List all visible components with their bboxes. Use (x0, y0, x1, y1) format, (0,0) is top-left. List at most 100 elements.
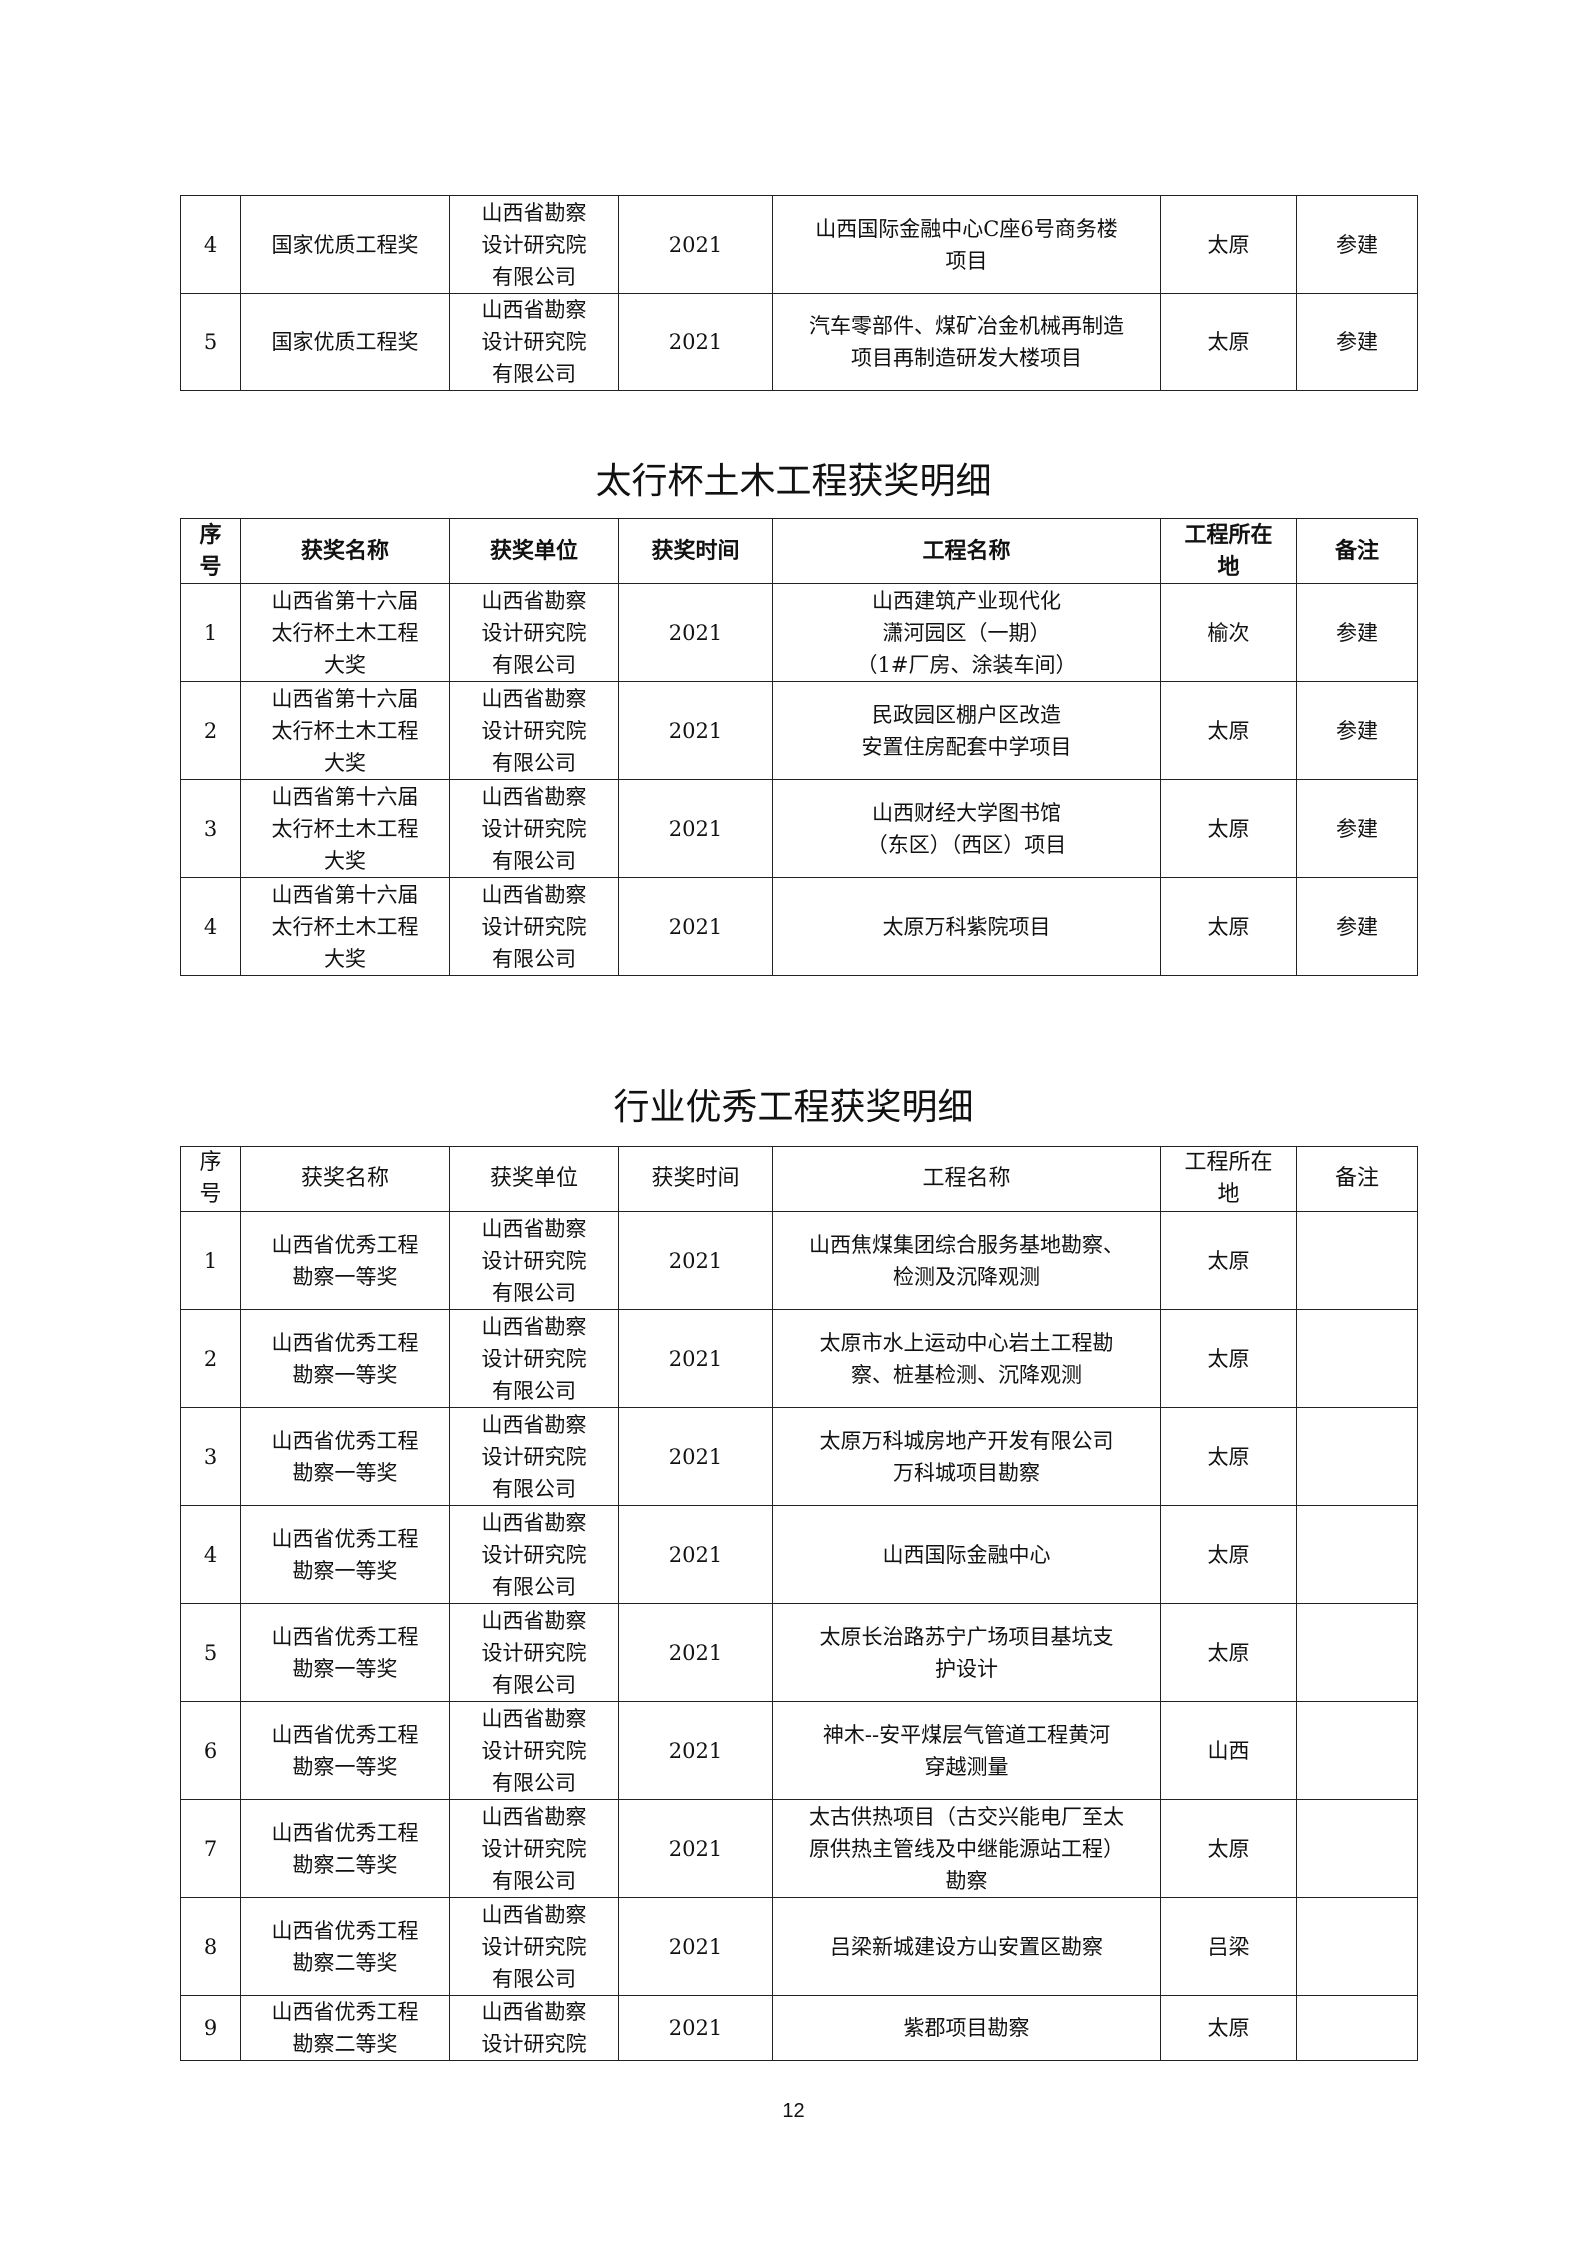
cell-award-unit: 山西省勘察 设计研究院 有限公司 (449, 583, 619, 682)
cell-project-name: 太原万科城房地产开发有限公司 万科城项目勘察 (772, 1407, 1161, 1506)
column-header-award-year: 获奖时间 (618, 1146, 773, 1212)
cell-seq: 8 (180, 1897, 241, 1996)
cell-location: 太原 (1160, 195, 1297, 294)
cell-remark: 参建 (1296, 877, 1418, 976)
column-header-seq: 序 号 (180, 1146, 241, 1212)
cell-remark: 参建 (1296, 583, 1418, 682)
column-header-location: 工程所在 地 (1160, 518, 1297, 584)
table-row: 8 山西省优秀工程 勘察二等奖 山西省勘察 设计研究院 有限公司 2021 吕梁新城建设… (180, 1897, 1418, 1996)
column-header-award-name: 获奖名称 (240, 1146, 450, 1212)
cell-seq: 3 (180, 779, 241, 878)
column-header-award-unit: 获奖单位 (449, 1146, 619, 1212)
column-header-seq: 序 号 (180, 518, 241, 584)
page-number: 12 (782, 2100, 805, 2122)
cell-award-name: 山西省优秀工程 勘察一等奖 (240, 1701, 450, 1800)
cell-award-unit: 山西省勘察 设计研究院 有限公司 (449, 1603, 619, 1702)
cell-seq: 5 (180, 293, 241, 391)
cell-project-name: 神木--安平煤层气管道工程黄河 穿越测量 (772, 1701, 1161, 1800)
cell-location: 太原 (1160, 1995, 1297, 2061)
cell-project-name: 太原长治路苏宁广场项目基坑支 护设计 (772, 1603, 1161, 1702)
cell-project-name: 山西国际金融中心C座6号商务楼 项目 (772, 195, 1161, 294)
cell-remark (1296, 1505, 1418, 1604)
cell-award-year: 2021 (618, 1799, 773, 1898)
cell-remark (1296, 1603, 1418, 1702)
table-row: 2 山西省优秀工程 勘察一等奖 山西省勘察 设计研究院 有限公司 2021 太原市水上运… (180, 1309, 1418, 1408)
cell-seq: 7 (180, 1799, 241, 1898)
cell-award-name: 山西省优秀工程 勘察一等奖 (240, 1505, 450, 1604)
cell-remark (1296, 1407, 1418, 1506)
cell-award-year: 2021 (618, 779, 773, 878)
cell-award-unit: 山西省勘察 设计研究院 有限公司 (449, 1309, 619, 1408)
cell-award-name: 山西省第十六届 太行杯土木工程 大奖 (240, 877, 450, 976)
cell-award-name: 山西省优秀工程 勘察二等奖 (240, 1995, 450, 2061)
cell-remark (1296, 1995, 1418, 2061)
cell-remark: 参建 (1296, 681, 1418, 780)
cell-remark (1296, 1701, 1418, 1800)
table-row: 4 国家优质工程奖 山西省勘察 设计研究院 有限公司 2021 山西国际金融中心C座6号… (180, 195, 1418, 294)
cell-remark (1296, 1897, 1418, 1996)
cell-award-name: 山西省第十六届 太行杯土木工程 大奖 (240, 583, 450, 682)
table-row: 9 山西省优秀工程 勘察二等奖 山西省勘察 设计研究院 2021 紫郡项目勘察 太原 (180, 1995, 1418, 2061)
cell-project-name: 吕梁新城建设方山安置区勘察 (772, 1897, 1161, 1996)
cell-award-year: 2021 (618, 1897, 773, 1996)
cell-location: 太原 (1160, 293, 1297, 391)
cell-remark (1296, 1799, 1418, 1898)
cell-award-unit: 山西省勘察 设计研究院 有限公司 (449, 1407, 619, 1506)
column-header-award-year: 获奖时间 (618, 518, 773, 584)
cell-award-unit: 山西省勘察 设计研究院 有限公司 (449, 1897, 619, 1996)
cell-project-name: 民政园区棚户区改造 安置住房配套中学项目 (772, 681, 1161, 780)
cell-remark (1296, 1309, 1418, 1408)
cell-location: 山西 (1160, 1701, 1297, 1800)
cell-award-year: 2021 (618, 293, 773, 391)
table-row: 5 国家优质工程奖 山西省勘察 设计研究院 有限公司 2021 汽车零部件、煤矿冶金机械… (180, 293, 1418, 391)
cell-award-year: 2021 (618, 1505, 773, 1604)
table-row: 1 山西省第十六届 太行杯土木工程 大奖 山西省勘察 设计研究院 有限公司 2021 山… (180, 583, 1418, 682)
cell-project-name: 山西焦煤集团综合服务基地勘察、 检测及沉降观测 (772, 1211, 1161, 1310)
cell-project-name: 紫郡项目勘察 (772, 1995, 1161, 2061)
cell-location: 太原 (1160, 1603, 1297, 1702)
cell-award-unit: 山西省勘察 设计研究院 有限公司 (449, 1701, 619, 1800)
cell-location: 太原 (1160, 877, 1297, 976)
cell-location: 太原 (1160, 1407, 1297, 1506)
cell-remark (1296, 1211, 1418, 1310)
cell-location: 太原 (1160, 1505, 1297, 1604)
cell-award-name: 山西省优秀工程 勘察二等奖 (240, 1799, 450, 1898)
column-header-remark: 备注 (1296, 1146, 1418, 1212)
cell-location: 吕梁 (1160, 1897, 1297, 1996)
cell-location: 太原 (1160, 1309, 1297, 1408)
cell-award-name: 山西省第十六届 太行杯土木工程 大奖 (240, 681, 450, 780)
cell-seq: 5 (180, 1603, 241, 1702)
column-header-award-unit: 获奖单位 (449, 518, 619, 584)
cell-seq: 2 (180, 681, 241, 780)
cell-award-name: 山西省优秀工程 勘察一等奖 (240, 1407, 450, 1506)
cell-award-year: 2021 (618, 583, 773, 682)
cell-award-unit: 山西省勘察 设计研究院 有限公司 (449, 681, 619, 780)
table-row: 7 山西省优秀工程 勘察二等奖 山西省勘察 设计研究院 有限公司 2021 太古供热项目… (180, 1799, 1418, 1898)
cell-award-name: 国家优质工程奖 (240, 293, 450, 391)
table-row: 5 山西省优秀工程 勘察一等奖 山西省勘察 设计研究院 有限公司 2021 太原长治路苏… (180, 1603, 1418, 1702)
industry-excellence-award-table: 序 号获奖名称 获奖单位 获奖时间 工程名称 工程所在 地备注 1 山西省优秀工程 勘察一等… (180, 1146, 1418, 2061)
cell-award-unit: 山西省勘察 设计研究院 有限公司 (449, 1505, 619, 1604)
cell-award-name: 山西省优秀工程 勘察一等奖 (240, 1309, 450, 1408)
table-row: 2 山西省第十六届 太行杯土木工程 大奖 山西省勘察 设计研究院 有限公司 2021 民… (180, 681, 1418, 780)
cell-award-unit: 山西省勘察 设计研究院 有限公司 (449, 877, 619, 976)
national-quality-award-table: 4 国家优质工程奖 山西省勘察 设计研究院 有限公司 2021 山西国际金融中心C座6号… (180, 195, 1418, 391)
cell-location: 太原 (1160, 1799, 1297, 1898)
cell-award-year: 2021 (618, 1309, 773, 1408)
cell-location: 太原 (1160, 779, 1297, 878)
cell-award-year: 2021 (618, 1211, 773, 1310)
table-row: 1 山西省优秀工程 勘察一等奖 山西省勘察 设计研究院 有限公司 2021 山西焦煤集团… (180, 1211, 1418, 1310)
cell-award-year: 2021 (618, 195, 773, 294)
cell-seq: 6 (180, 1701, 241, 1800)
table-row: 3 山西省优秀工程 勘察一等奖 山西省勘察 设计研究院 有限公司 2021 太原万科城房… (180, 1407, 1418, 1506)
cell-remark: 参建 (1296, 293, 1418, 391)
cell-award-name: 山西省优秀工程 勘察一等奖 (240, 1211, 450, 1310)
cell-award-year: 2021 (618, 1407, 773, 1506)
cell-seq: 1 (180, 583, 241, 682)
table-row: 6 山西省优秀工程 勘察一等奖 山西省勘察 设计研究院 有限公司 2021 神木--安平… (180, 1701, 1418, 1800)
cell-seq: 4 (180, 1505, 241, 1604)
cell-seq: 4 (180, 195, 241, 294)
cell-project-name: 山西财经大学图书馆 （东区）（西区）项目 (772, 779, 1161, 878)
header-row: 序 号获奖名称 获奖单位 获奖时间 工程名称 工程所在 地备注 (180, 518, 1418, 584)
header-row: 序 号获奖名称 获奖单位 获奖时间 工程名称 工程所在 地备注 (180, 1146, 1418, 1212)
